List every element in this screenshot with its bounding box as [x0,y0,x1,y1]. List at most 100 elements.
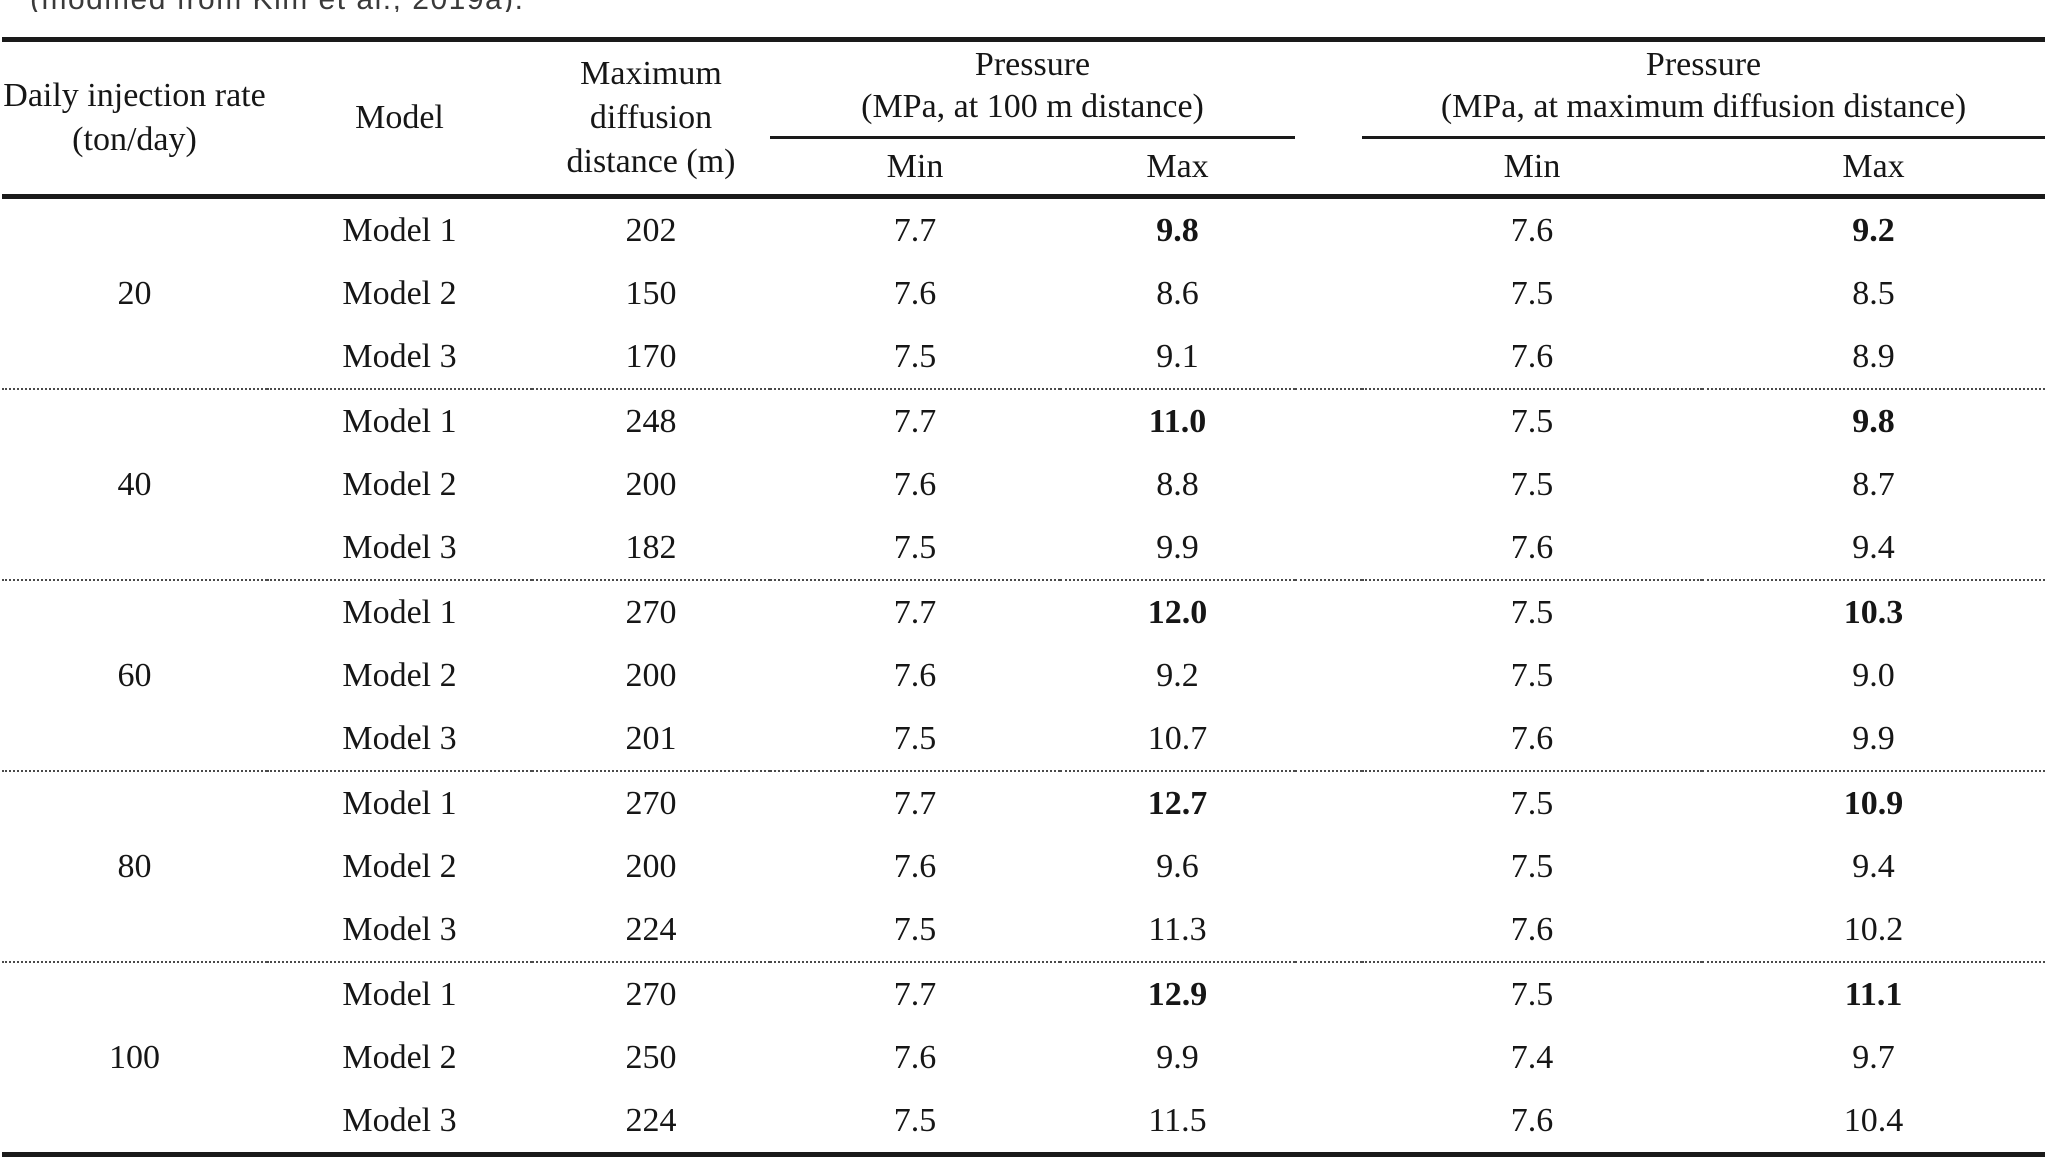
table-row: Model 3 170 7.5 9.1 7.6 8.9 [2,325,2045,389]
table-caption: (modified from Kim et al., 2019a). [2,0,2047,12]
distance-cell: 270 [532,770,770,835]
min-maxdist-cell: 7.5 [1362,770,1703,835]
min-maxdist-cell: 7.5 [1362,579,1703,644]
spacer-cell [1295,898,1362,962]
max-maxdist-cell: 10.2 [1843,910,1904,948]
max-100m-cell: 9.9 [1156,528,1199,566]
max-maxdist-cell: 9.9 [1852,719,1895,757]
pressure-results-table: Daily injection rate (ton/day) Model Max… [2,37,2046,1157]
max-maxdist-cell: 8.5 [1852,274,1895,312]
min-100m-cell: 7.5 [893,1101,937,1139]
model-cell: Model 2 [342,1038,457,1076]
table-row: Model 2 200 7.6 9.2 7.5 9.0 [2,644,2045,707]
min-100m-cell: 7.6 [893,465,937,503]
header-min-maxdist: Min [1362,137,1703,199]
spacer-cell [1295,197,1362,263]
min-maxdist-cell: 7.6 [1510,337,1554,375]
table-row: Model 2 150 7.6 8.6 7.5 8.5 [2,262,2045,325]
rate-group-40: 40 Model 1 248 7.7 11.0 7.5 9.8 Model 2 … [2,388,2046,580]
distance-cell: 200 [625,656,677,694]
rate-cell: 60 [2,579,267,771]
model-cell: Model 1 [267,961,532,1026]
table-row: 40 Model 1 248 7.7 11.0 7.5 9.8 [2,388,2046,580]
table-row: Model 3 201 7.5 10.7 7.6 9.9 [2,707,2045,771]
distance-cell: 150 [625,274,677,312]
max-maxdist-cell: 9.2 [1852,211,1895,249]
distance-cell: 202 [625,211,677,249]
distance-cell: 248 [532,388,770,453]
min-100m-cell: 7.6 [893,847,937,885]
max-100m-cell: 9.2 [1156,656,1199,694]
spacer-cell [1295,453,1362,516]
min-maxdist-cell: 7.6 [1510,211,1554,249]
max-maxdist-cell: 11.1 [1702,961,2046,1026]
table-row: Model 3 224 7.5 11.3 7.6 10.2 [2,898,2045,962]
distance-cell: 200 [625,847,677,885]
min-maxdist-cell: 7.5 [1362,388,1703,453]
max-maxdist-cell: 8.9 [1852,337,1895,375]
min-100m-cell: 7.6 [893,274,937,312]
max-100m-cell: 8.6 [1156,274,1199,312]
min-maxdist-cell: 7.5 [1510,465,1554,503]
min-100m-cell: 7.6 [893,656,937,694]
min-maxdist-cell: 7.5 [1362,961,1703,1026]
rate-group-100: 100 Model 1 270 7.7 12.9 7.5 11.1 Model … [2,961,2046,1155]
max-maxdist-cell: 10.4 [1843,1101,1904,1139]
min-maxdist-cell: 7.6 [1510,910,1554,948]
max-maxdist-cell: 9.8 [1702,388,2046,453]
header-pressure-maxdist-line1: Pressure [1645,46,1762,83]
min-100m-cell: 7.7 [770,961,1060,1026]
model-cell: Model 3 [342,910,457,948]
group-header-row: Daily injection rate (ton/day) Model Max… [2,39,2046,199]
spacer-cell [1295,516,1362,580]
model-cell: Model 2 [342,274,457,312]
model-cell: Model 1 [267,388,532,453]
distance-cell: 201 [625,719,677,757]
spacer-cell [1295,961,1363,1026]
spacer-cell [1295,770,1363,835]
header-max-maxdist: Max [1702,137,2046,199]
distance-cell: 182 [625,528,677,566]
model-cell: Model 3 [342,528,457,566]
header-pressure-maxdist-line2: (MPa, at maximum diffusion distance) [1440,88,1967,125]
max-100m-cell: 11.0 [1060,388,1296,453]
distance-cell: 224 [625,910,677,948]
min-100m-cell: 7.7 [770,579,1060,644]
max-100m-cell: 12.0 [1060,579,1296,644]
max-maxdist-cell: 10.3 [1702,579,2046,644]
header-max-100m: Max [1060,137,1296,199]
max-maxdist-cell: 8.7 [1852,465,1895,503]
max-100m-cell: 9.8 [1156,211,1199,249]
header-max-diffusion-distance: Maximum diffusion distance (m) [532,39,770,199]
spacer-cell [1295,644,1362,707]
min-maxdist-cell: 7.5 [1510,274,1554,312]
table-row: 20 Model 1 202 7.7 9.8 7.6 9.2 [2,197,2045,312]
rate-group-60: 60 Model 1 270 7.7 12.0 7.5 10.3 Model 2… [2,579,2046,771]
table-caption-text: (modified from Kim et al., 2019a). [2,0,2047,12]
min-maxdist-cell: 7.5 [1510,847,1554,885]
min-100m-cell: 7.6 [893,1038,937,1076]
table-row: Model 2 200 7.6 9.6 7.5 9.4 [2,835,2045,898]
rate-group-80: 80 Model 1 270 7.7 12.7 7.5 10.9 Model 2… [2,770,2046,962]
max-100m-cell: 12.7 [1060,770,1296,835]
model-cell: Model 1 [267,579,532,644]
model-cell: Model 3 [342,337,457,375]
max-100m-cell: 9.6 [1156,847,1199,885]
header-pressure-maxdist: Pressure (MPa, at maximum diffusion dist… [1362,39,2046,139]
min-100m-cell: 7.7 [770,770,1060,835]
model-cell: Model 3 [342,719,457,757]
rate-cell: 40 [2,388,267,580]
max-maxdist-cell: 9.4 [1852,528,1895,566]
header-daily-injection-rate: Daily injection rate (ton/day) [2,39,267,199]
spacer-cell [1295,325,1362,389]
max-maxdist-cell: 10.9 [1702,770,2046,835]
table-row: Model 2 200 7.6 8.8 7.5 8.7 [2,453,2045,516]
table-row: 60 Model 1 270 7.7 12.0 7.5 10.3 [2,579,2046,771]
min-100m-cell: 7.5 [893,337,937,375]
model-cell: Model 2 [342,656,457,694]
table-row: Model 3 224 7.5 11.5 7.6 10.4 [2,1089,2045,1155]
table-row: Model 3 182 7.5 9.9 7.6 9.4 [2,516,2045,580]
max-maxdist-cell: 9.0 [1852,656,1895,694]
header-spacer [1295,39,1363,199]
